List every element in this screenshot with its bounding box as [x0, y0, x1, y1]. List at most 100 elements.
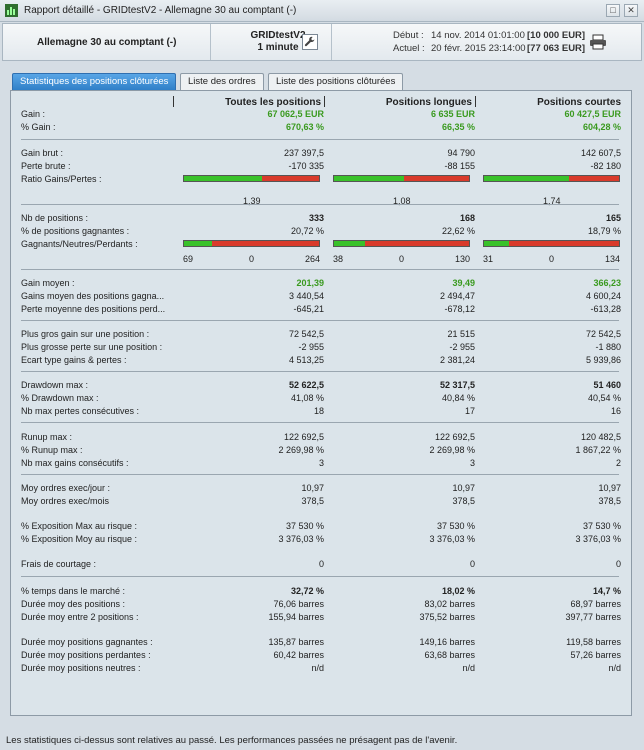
column-separator: [173, 96, 174, 107]
instrument-name: Allemagne 30 au comptant (-): [37, 37, 177, 48]
stat-value: 366,23: [593, 278, 621, 288]
stat-value: 41,08 %: [290, 393, 324, 403]
stat-label: Gain :: [21, 109, 46, 119]
stat-value: 10,97: [598, 483, 621, 493]
stat-value: 0: [469, 559, 475, 569]
stat-label: Moy ordres exec/jour :: [21, 483, 111, 493]
wrench-icon[interactable]: [302, 34, 318, 50]
close-button[interactable]: ✕: [624, 4, 638, 17]
stat-label: % Exposition Moy au risque :: [21, 534, 138, 544]
stat-value: -82 180: [590, 161, 621, 171]
start-capital: [10 000 EUR]: [527, 30, 586, 41]
ratio-bar: [183, 175, 320, 182]
stat-value: -645,21: [293, 304, 324, 314]
stat-label: Gains moyen des positions gagna...: [21, 291, 165, 301]
stat-value: 2 381,24: [439, 355, 475, 365]
tab-statistiques[interactable]: Statistiques des positions clôturées: [12, 73, 177, 90]
tab-liste-positions[interactable]: Liste des positions clôturées: [268, 73, 404, 90]
stat-value: n/d: [608, 663, 621, 673]
stat-value: 63,68 barres: [424, 650, 475, 660]
stat-label: Drawdown max :: [21, 380, 89, 390]
stat-label: % de positions gagnantes :: [21, 226, 130, 236]
stat-value: 3 440,54: [288, 291, 324, 301]
ratio-bar: [333, 175, 470, 182]
title-bar: Rapport détaillé - GRIDtestV2 - Allemagn…: [0, 0, 644, 22]
stat-value: 5 939,86: [585, 355, 621, 365]
section-divider: [21, 371, 619, 372]
column-separator: [324, 96, 325, 107]
stat-label: Runup max :: [21, 432, 73, 442]
section-divider: [21, 474, 619, 475]
stat-value: 21 515: [447, 329, 475, 339]
maximize-button[interactable]: □: [606, 4, 620, 17]
stat-value: 76,06 barres: [273, 599, 324, 609]
start-label: Début :: [393, 30, 424, 41]
stat-value: 375,52 barres: [419, 612, 475, 622]
stat-label: Ecart type gains & pertes :: [21, 355, 127, 365]
win-loss-bar: [183, 240, 320, 247]
stat-value: 16: [610, 406, 621, 416]
stat-value: 20,72 %: [290, 226, 324, 236]
stat-value: 397,77 barres: [565, 612, 621, 622]
ratio-value: 1,08: [393, 196, 411, 206]
end-capital: [77 063 EUR]: [527, 43, 586, 54]
stat-value: -1 880: [595, 342, 621, 352]
stat-value: -2 955: [298, 342, 324, 352]
stat-label: Durée moy entre 2 positions :: [21, 612, 139, 622]
stat-label: Gain brut :: [21, 148, 64, 158]
stat-value: -2 955: [449, 342, 475, 352]
stat-value: 119,58 barres: [566, 637, 621, 647]
win-loss-bar-winners: [184, 241, 212, 246]
stat-value: 57,26 barres: [570, 650, 621, 660]
stat-label: % Drawdown max :: [21, 393, 99, 403]
win-loss-bar-winners: [484, 241, 510, 246]
stat-label: Gain moyen :: [21, 278, 75, 288]
section-divider: [21, 269, 619, 270]
stat-label: Gagnants/Neutres/Perdants :: [21, 239, 138, 249]
stat-label: Nb de positions :: [21, 213, 89, 223]
timeframe: 1 minute: [257, 42, 299, 53]
winners-count: 31: [483, 254, 494, 264]
window-title: Rapport détaillé - GRIDtestV2 - Allemagn…: [24, 5, 297, 16]
ratio-bar: [483, 175, 620, 182]
stat-value: 0: [318, 559, 324, 569]
section-divider: [21, 422, 619, 423]
strategy-info: GRIDtestV2 1 minute: [243, 30, 313, 54]
stat-value: 2 269,98 %: [278, 445, 324, 455]
stat-value: 135,87 barres: [268, 637, 324, 647]
stat-value: 60,42 barres: [273, 650, 324, 660]
stat-value: 60 427,5 EUR: [564, 109, 621, 119]
tab-liste-ordres[interactable]: Liste des ordres: [180, 73, 264, 90]
stat-value: 2 494,47: [439, 291, 475, 301]
stat-value: 18: [313, 406, 324, 416]
stat-value: 39,49: [452, 278, 475, 288]
stat-value: n/d: [462, 663, 475, 673]
stat-value: 66,35 %: [441, 122, 475, 132]
stat-value: 122 692,5: [283, 432, 324, 442]
stat-label: % Gain :: [21, 122, 56, 132]
stat-label: % Runup max :: [21, 445, 83, 455]
stat-label: % Exposition Max au risque :: [21, 521, 138, 531]
neutral-count: 0: [549, 254, 555, 264]
stat-value: 72 542,5: [288, 329, 324, 339]
stat-value: 10,97: [301, 483, 324, 493]
stat-value: n/d: [311, 663, 324, 673]
stat-label: Perte brute :: [21, 161, 71, 171]
ratio-bar-gain: [334, 176, 405, 181]
neutral-count: 0: [249, 254, 255, 264]
stat-value: 122 692,5: [434, 432, 475, 442]
stat-value: -613,28: [590, 304, 621, 314]
stat-value: 378,5: [301, 496, 324, 506]
ratio-value: 1,74: [543, 196, 561, 206]
printer-icon[interactable]: [589, 34, 607, 50]
neutral-count: 0: [399, 254, 405, 264]
stat-label: Durée moy positions gagnantes :: [21, 637, 153, 647]
ratio-bar-gain: [184, 176, 263, 181]
stat-label: Nb max pertes consécutives :: [21, 406, 140, 416]
stat-value: 2 269,98 %: [429, 445, 475, 455]
stat-value: 18,02 %: [441, 586, 475, 596]
win-loss-bar: [333, 240, 470, 247]
stat-value: 22,62 %: [441, 226, 475, 236]
stat-value: 3: [469, 458, 475, 468]
losers-count: 130: [454, 254, 470, 264]
